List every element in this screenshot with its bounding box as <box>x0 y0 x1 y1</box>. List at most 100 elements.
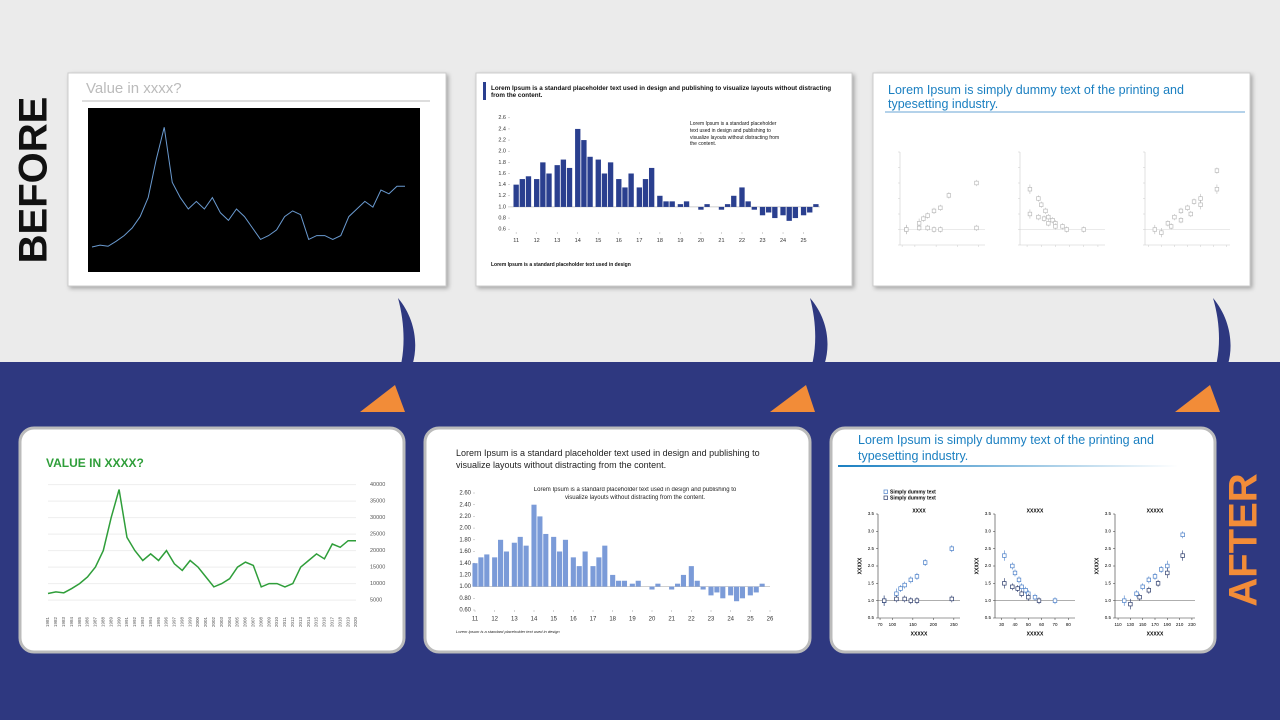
accent-bar <box>483 82 486 100</box>
annotation: Lorem Ipsum is a standard placeholder te… <box>533 487 737 501</box>
bar <box>582 551 588 587</box>
bar <box>525 176 532 207</box>
bar <box>657 195 663 207</box>
bar <box>734 586 740 602</box>
x-tick-label: 13 <box>511 617 518 623</box>
bar <box>517 536 523 587</box>
bar <box>546 173 552 207</box>
y-tick-label: 0.5 <box>985 615 992 620</box>
bar <box>747 586 753 596</box>
x-tick-label: 20 <box>698 238 704 244</box>
x-tick-label: 22 <box>688 617 695 623</box>
x-tick-label: 2007 <box>251 616 256 627</box>
footnote: Lorem Ipsum is a standard placeholder te… <box>491 262 631 268</box>
point <box>1010 563 1015 569</box>
x-tick-label: 1988 <box>100 616 105 627</box>
point <box>1140 584 1145 589</box>
x-tick-label: 100 <box>889 622 897 627</box>
point <box>1146 588 1151 593</box>
y-axis-label: XXXXX <box>974 557 980 574</box>
point <box>1180 532 1185 537</box>
bar <box>694 580 700 587</box>
bar <box>800 206 807 216</box>
x-tick-label: 2005 <box>235 616 240 627</box>
y-tick-label: 2.5 <box>1105 546 1112 551</box>
point <box>1060 224 1065 229</box>
bar <box>786 206 792 221</box>
y-tick-label: 1.6 <box>498 171 506 177</box>
y-tick-label: 1.2 <box>498 193 506 199</box>
bar <box>566 167 573 207</box>
x-tick-label: 15 <box>595 238 601 244</box>
bar <box>531 504 537 587</box>
x-tick-label: 1987 <box>93 616 98 627</box>
bar <box>513 184 519 207</box>
bar <box>772 206 778 219</box>
x-tick-label: 1982 <box>53 616 58 627</box>
x-tick-label: 1986 <box>85 616 90 627</box>
x-tick-label: 25 <box>747 617 754 623</box>
x-tick-label: 16 <box>570 617 577 623</box>
point <box>974 225 979 231</box>
bar <box>759 206 766 216</box>
bar <box>602 545 608 587</box>
bar <box>663 201 669 207</box>
point <box>1172 214 1177 220</box>
bar <box>628 173 634 207</box>
bar <box>616 580 622 587</box>
x-tick-label: 250 <box>950 622 958 627</box>
bar <box>792 206 799 219</box>
y-tick-label: 0.80 <box>459 596 471 602</box>
footnote: Lorem Ipsum is a standard placeholder te… <box>456 629 560 634</box>
point <box>1041 216 1047 221</box>
bar <box>807 206 813 213</box>
x-tick-label: 2015 <box>314 616 319 627</box>
bar <box>648 167 655 207</box>
arrow-head <box>770 385 815 412</box>
bar <box>610 574 616 587</box>
after-label: AFTER <box>1222 473 1266 606</box>
x-tick-label: 1983 <box>61 616 66 627</box>
y-tick-label: 15000 <box>370 565 385 571</box>
x-tick-label: 2017 <box>329 616 334 627</box>
point <box>914 598 920 603</box>
point <box>881 598 887 603</box>
x-tick-label: 19 <box>677 238 683 244</box>
y-tick-label: 0.60 <box>459 608 471 614</box>
bar <box>601 173 608 207</box>
x-tick-label: 22 <box>739 238 745 244</box>
y-tick-label: 2.40 <box>459 502 471 508</box>
point <box>902 582 907 588</box>
point <box>931 208 937 214</box>
y-tick-label: 1.20 <box>459 572 471 578</box>
x-tick-label: 1999 <box>187 616 192 627</box>
bar <box>688 566 694 587</box>
bar <box>519 179 525 207</box>
x-axis-label: XXXXX <box>1027 631 1044 637</box>
x-tick-label: 2002 <box>211 616 216 627</box>
bar <box>718 206 725 210</box>
x-tick-label: 70 <box>878 622 884 627</box>
x-tick-label: 12 <box>491 617 498 623</box>
after-card <box>423 426 812 654</box>
annotation: Lorem Ipsum is a standard placeholder te… <box>690 121 780 148</box>
point <box>922 560 928 565</box>
x-tick-label: 1984 <box>69 616 74 627</box>
y-tick-label: 0.5 <box>868 615 875 620</box>
bar <box>503 551 510 587</box>
x-tick-label: 25 <box>801 238 807 244</box>
x-axis-label: XXXXX <box>1147 631 1164 637</box>
point <box>1214 187 1220 192</box>
y-tick-label: 2.6 <box>498 115 506 121</box>
slide-title: Lorem Ipsum is simply dummy text of the … <box>888 83 1184 112</box>
legend-label: Simply dummy text <box>890 489 936 495</box>
bar <box>587 156 593 207</box>
bar <box>780 206 786 216</box>
y-tick-label: 1.4 <box>498 182 506 188</box>
x-tick-label: 21 <box>718 238 724 244</box>
slide-title: VALUE IN XXXX? <box>46 456 144 470</box>
x-tick-label: 1997 <box>172 616 177 627</box>
point <box>1152 574 1158 579</box>
point <box>1169 224 1174 229</box>
bar <box>669 586 675 590</box>
